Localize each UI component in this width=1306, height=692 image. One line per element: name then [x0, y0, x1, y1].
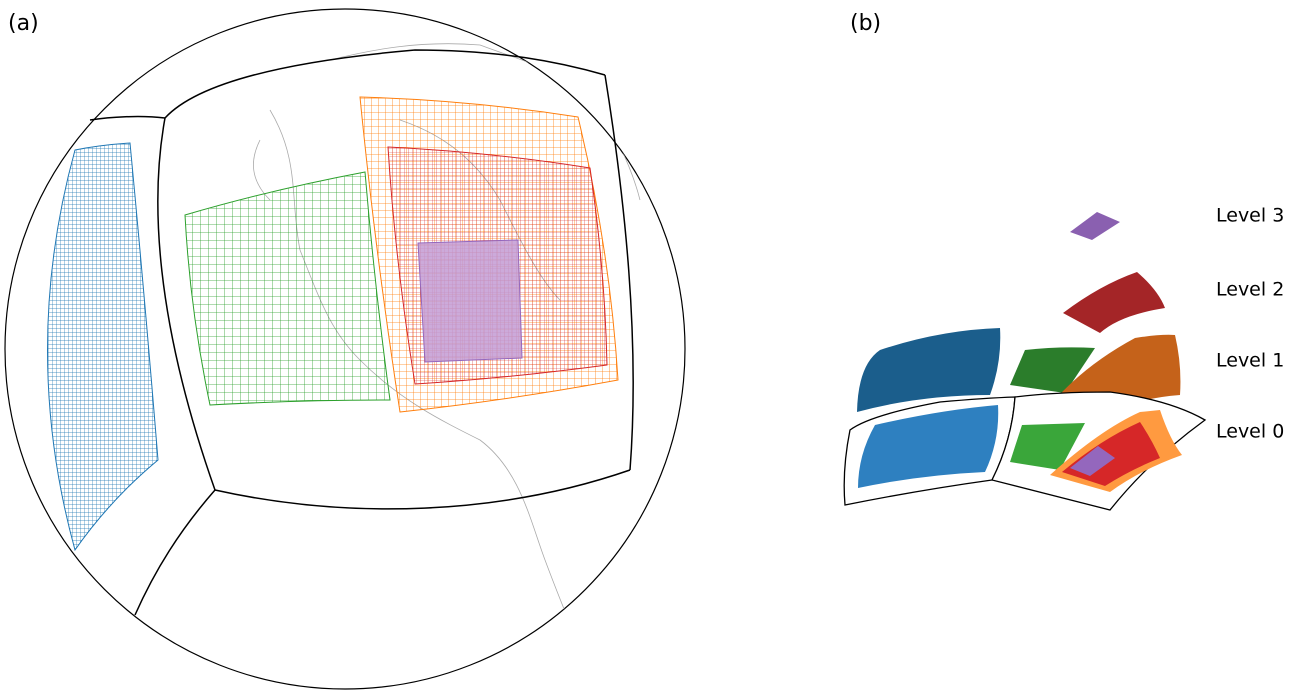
level-stack [843, 212, 1207, 511]
level1-patch [857, 328, 1001, 412]
grid-blue [47, 142, 159, 552]
panel-label: (b) [850, 11, 881, 36]
level-label: Level 1 [1216, 350, 1284, 372]
level0-patch [1010, 423, 1085, 470]
level-label: Level 3 [1216, 205, 1284, 227]
level0-patch [1070, 446, 1115, 476]
globe [4, 8, 686, 690]
level-label: Level 2 [1216, 279, 1284, 301]
level1-patch [1010, 347, 1095, 393]
level-label: Level 0 [1216, 421, 1284, 443]
level3-patch [1070, 212, 1120, 240]
grid-green [184, 171, 391, 406]
grid-purple [417, 239, 523, 363]
level0-patch [858, 405, 999, 488]
cube-edges [89, 49, 634, 616]
level2-patch [1063, 272, 1165, 333]
panel-label: (a) [8, 11, 39, 36]
